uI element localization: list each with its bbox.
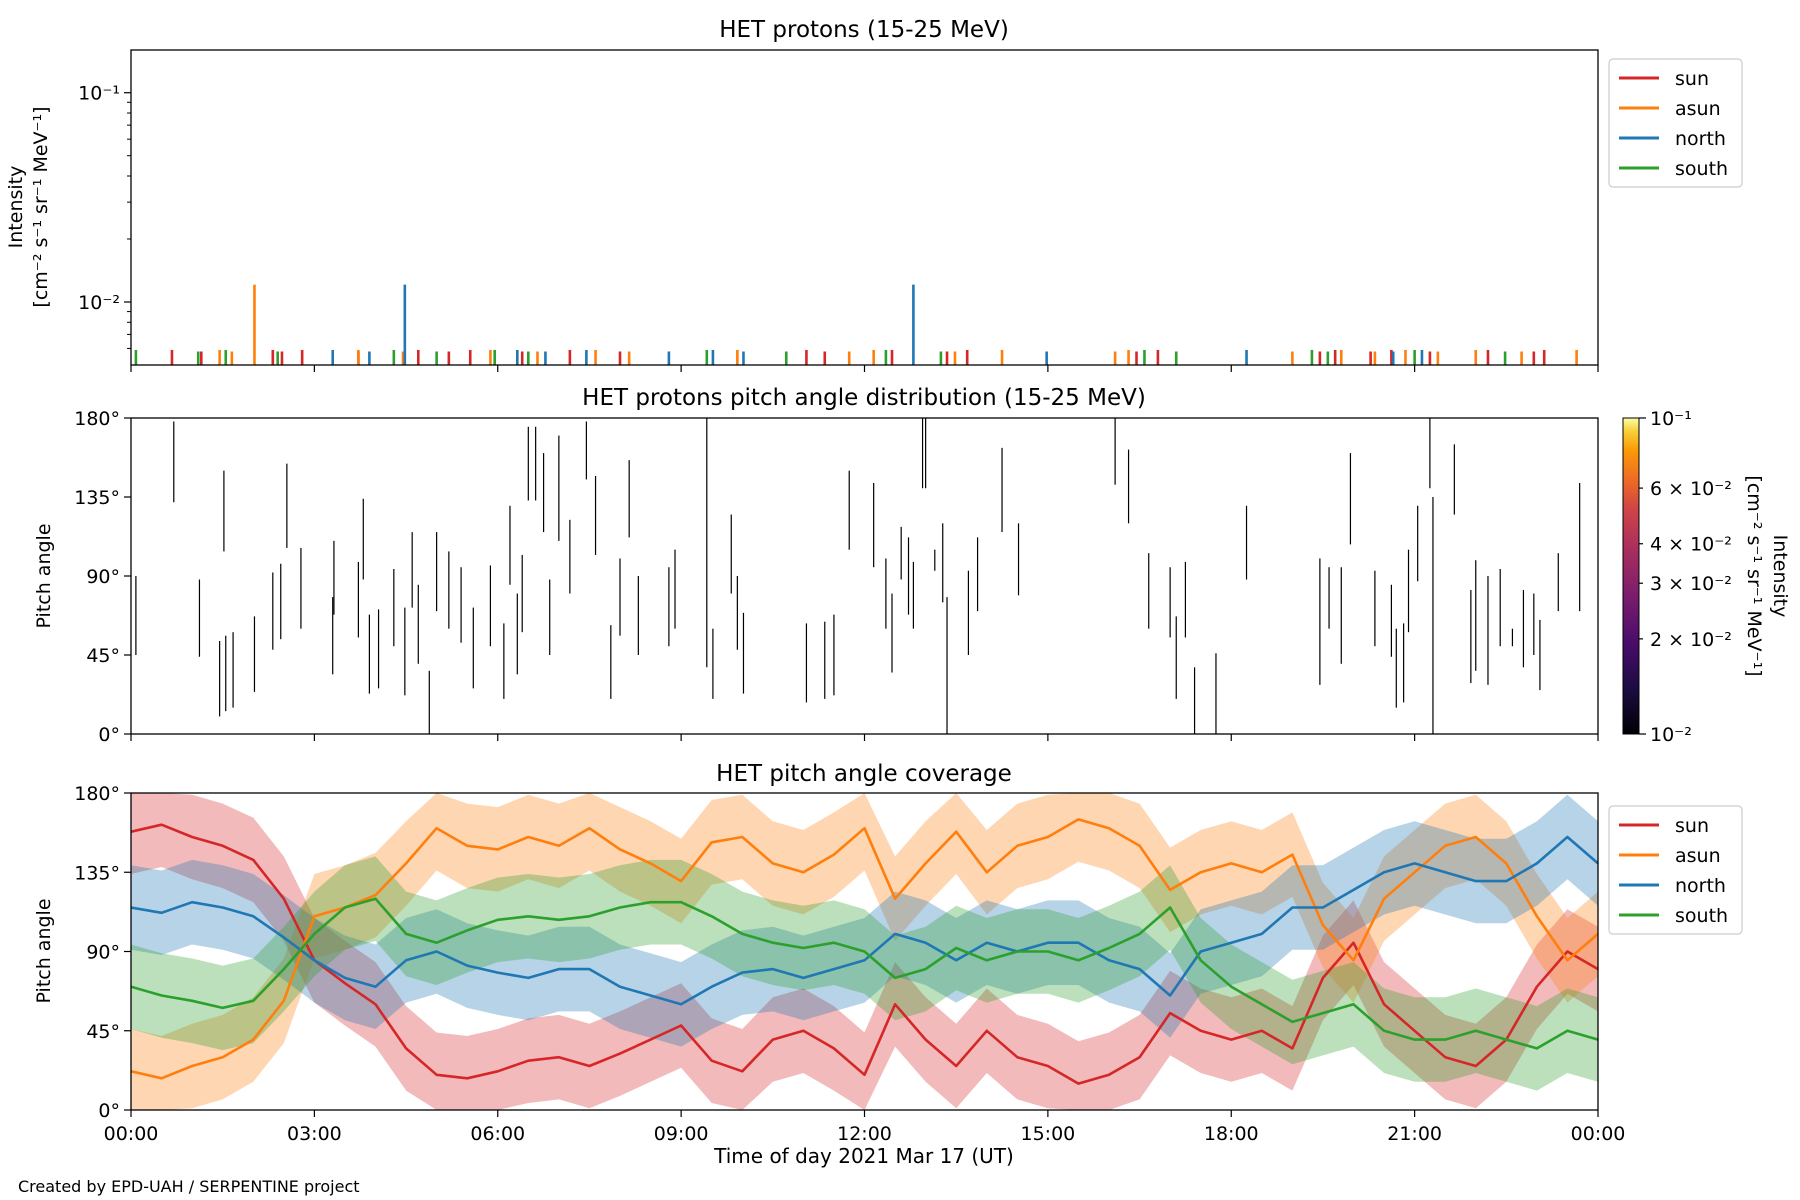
y-tick-label: 45°: [86, 1021, 120, 1043]
coverage-band-sun: [131, 793, 1598, 1110]
intensity-y-axis-label: Intensity: [5, 166, 27, 249]
legend-label-asun: asun: [1675, 98, 1721, 120]
y-tick-label: 90°: [86, 942, 120, 964]
distribution-y-axis: 0° 45° 90° 135° 180°: [74, 408, 131, 746]
x-tick-label: 00:00: [104, 1123, 159, 1145]
legend-label-south: south: [1675, 158, 1728, 180]
legend-label-sun: sun: [1675, 68, 1709, 90]
intensity-panel: HET protons (15-25 MeV) 10⁻² 10⁻¹ Intensi…: [5, 17, 1743, 372]
legend-label-sun: sun: [1675, 815, 1709, 837]
coverage-panel: HET pitch angle coverage 0° 45° 90° 135° 180…: [33, 761, 1743, 1168]
x-tick-label: 18:00: [1204, 1123, 1259, 1145]
y-tick-label: 180°: [74, 783, 120, 805]
y-tick-label: 180°: [74, 408, 120, 430]
legend-label-south: south: [1675, 905, 1728, 927]
intensity-panel-title: HET protons (15-25 MeV): [719, 17, 1009, 43]
credit-text: Created by EPD-UAH / SERPENTINE project: [18, 1177, 360, 1196]
distribution-y-axis-label: Pitch angle: [33, 523, 55, 628]
colorbar-unit: [cm⁻² s⁻¹ sr⁻¹ MeV⁻¹]: [1743, 475, 1765, 676]
coverage-line-sun: [131, 823, 1598, 1085]
coverage-band-asun: [131, 793, 1598, 1110]
intensity-x-ticks: [130, 365, 1599, 372]
legend-label-asun: asun: [1675, 845, 1721, 867]
legend-label-north: north: [1675, 875, 1726, 897]
intensity-y-axis-unit: [cm⁻² s⁻¹ sr⁻¹ MeV⁻¹]: [30, 106, 52, 307]
intensity-y-axis: 10⁻² 10⁻¹: [78, 83, 131, 349]
coverage-y-axis: 0° 45° 90° 135° 180°: [74, 783, 131, 1122]
distribution-segments: [135, 418, 1581, 734]
y-tick-label: 10⁻¹: [78, 83, 120, 105]
colorbar-tick-label: 6 × 10⁻²: [1650, 478, 1732, 500]
x-axis-label: Time of day 2021 Mar 17 (UT): [713, 1144, 1014, 1168]
intensity-legend: sun asun north south: [1608, 58, 1743, 188]
distribution-x-ticks: [130, 734, 1599, 741]
colorbar-ticks: 10⁻² 2 × 10⁻² 3 × 10⁻² 4 × 10⁻² 6 × 10⁻² 10⁻¹: [1639, 408, 1732, 746]
x-tick-label: 21:00: [1387, 1123, 1442, 1145]
colorbar-tick-label: 2 × 10⁻²: [1650, 629, 1732, 651]
x-tick-label: 12:00: [837, 1123, 892, 1145]
colorbar-tick-label: 10⁻²: [1650, 724, 1692, 746]
distribution-panel: HET protons pitch angle distribution (15…: [33, 385, 1791, 746]
legend-box: [1608, 805, 1743, 935]
x-tick-label: 00:00: [1571, 1123, 1626, 1145]
distribution-plot-frame: [130, 417, 1599, 735]
colorbar-label: Intensity: [1769, 535, 1791, 618]
colorbar-tick-label: 4 × 10⁻²: [1650, 534, 1732, 556]
x-tick-label: 15:00: [1020, 1123, 1075, 1145]
coverage-legend: sun asun north south: [1608, 805, 1743, 935]
y-tick-label: 45°: [86, 645, 120, 667]
colorbar-tick-label: 3 × 10⁻²: [1650, 573, 1732, 595]
legend-box: [1608, 58, 1743, 188]
coverage-bands: [131, 793, 1598, 1110]
x-tick-label: 03:00: [287, 1123, 342, 1145]
coverage-line-south: [131, 897, 1598, 1050]
y-tick-label: 90°: [86, 566, 120, 588]
y-tick-label: 135°: [74, 487, 120, 509]
distribution-panel-title: HET protons pitch angle distribution (15…: [582, 385, 1146, 411]
coverage-x-axis: 00:00 03:00 06:00 09:00 12:00 15:00 18:00 21:00…: [104, 1110, 1626, 1145]
colorbar-tick-label: 10⁻¹: [1650, 408, 1692, 430]
y-tick-label: 10⁻²: [78, 292, 120, 314]
coverage-y-axis-label: Pitch angle: [33, 898, 55, 1003]
intensity-spikes: [134, 284, 1578, 365]
intensity-plot-frame: [130, 49, 1599, 366]
y-tick-label: 0°: [98, 724, 120, 746]
colorbar: [1622, 417, 1640, 735]
y-tick-label: 135°: [74, 862, 120, 884]
coverage-line-north: [131, 835, 1598, 1006]
x-tick-label: 06:00: [470, 1123, 525, 1145]
y-tick-label: 0°: [98, 1100, 120, 1122]
x-tick-label: 09:00: [654, 1123, 709, 1145]
legend-label-north: north: [1675, 128, 1726, 150]
coverage-line-asun: [131, 818, 1598, 1080]
coverage-band-south: [131, 856, 1598, 1091]
coverage-band-north: [131, 794, 1598, 1047]
coverage-panel-title: HET pitch angle coverage: [716, 761, 1012, 787]
coverage-lines: [131, 818, 1598, 1085]
